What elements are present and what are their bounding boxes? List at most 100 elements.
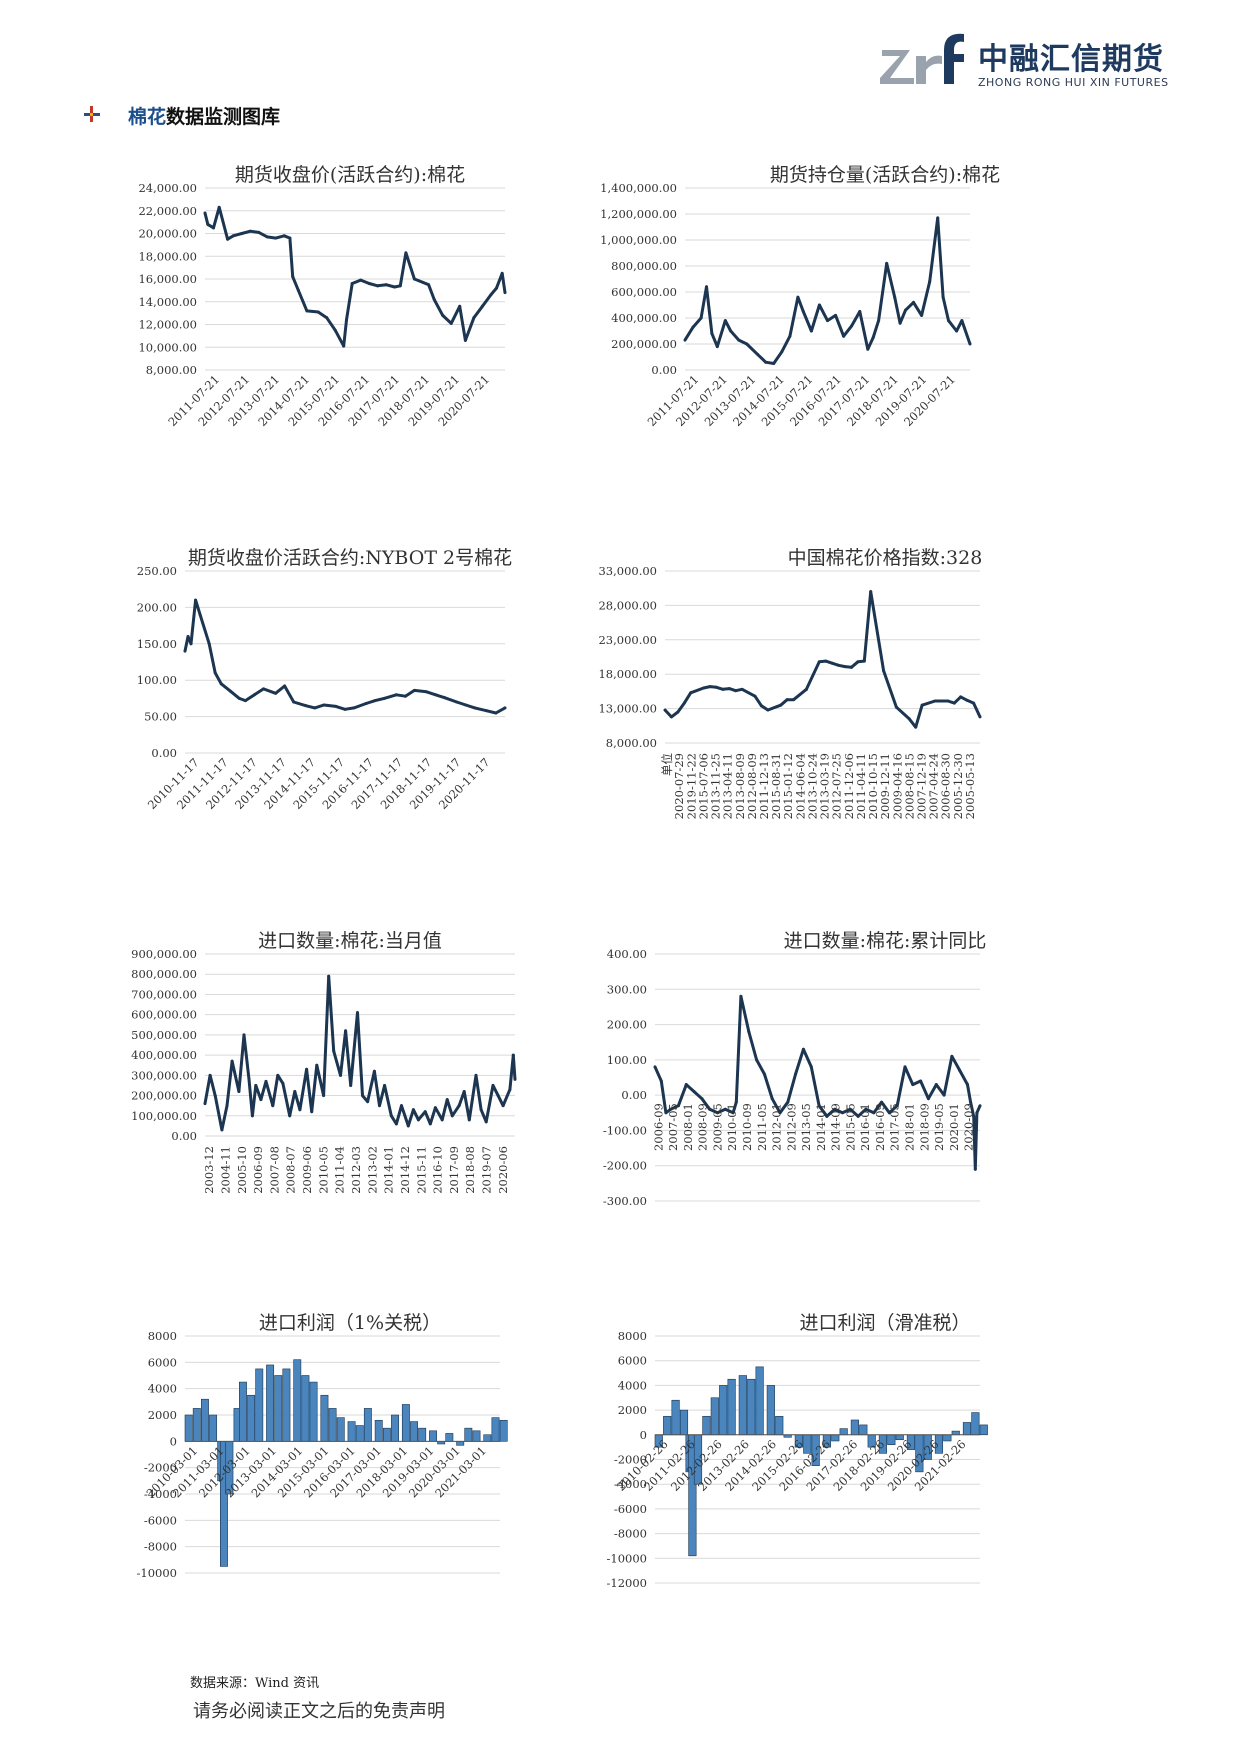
chart-title: 期货收盘价(活跃合约):棉花 xyxy=(234,164,466,186)
x-tick-label: 2011-12-13 xyxy=(757,753,771,819)
data-point xyxy=(952,701,956,705)
data-point xyxy=(305,309,309,313)
data-point xyxy=(856,660,860,664)
data-point xyxy=(485,709,489,713)
x-tick-label: 2013-10-24 xyxy=(805,753,819,819)
x-tick-label: 2017-09 xyxy=(447,1146,461,1194)
data-point xyxy=(288,1114,292,1118)
x-tick-label: 2005-12-30 xyxy=(951,753,965,819)
section-bullet-icon xyxy=(84,106,100,122)
x-tick-label: 2008-09 xyxy=(696,1103,710,1151)
data-point xyxy=(440,1118,444,1122)
data-point xyxy=(837,663,841,667)
x-tick-label: 单位 xyxy=(660,753,674,776)
y-tick-label: 2000 xyxy=(148,1408,177,1422)
series-line xyxy=(663,590,982,729)
y-tick-label: 300.00 xyxy=(607,982,647,996)
data-point xyxy=(237,1090,241,1094)
data-point xyxy=(450,1114,454,1118)
bar xyxy=(766,1385,775,1436)
y-tick-label: 10,000.00 xyxy=(138,340,197,354)
x-tick-label: 2003-12 xyxy=(202,1146,216,1194)
data-point xyxy=(866,347,870,351)
data-point xyxy=(920,313,924,317)
y-tick-label: 13,000.00 xyxy=(598,702,657,716)
data-point xyxy=(231,234,235,238)
data-point xyxy=(919,1079,923,1083)
chart-import-profit-sliding: 进口利润（滑准税） 8000 6000 4000 2000 0 -2000 -4000 -60… xyxy=(605,1308,1165,1678)
logo-mark-icon xyxy=(880,33,964,84)
data-point xyxy=(664,1111,668,1115)
data-point xyxy=(740,687,744,691)
x-tick-label: 2016-10 xyxy=(431,1146,445,1194)
data-point xyxy=(333,328,337,332)
data-point xyxy=(968,342,972,346)
y-tick-label: 14,000.00 xyxy=(138,295,197,309)
data-point xyxy=(384,283,388,287)
x-tick-label: 2004-11 xyxy=(218,1146,232,1194)
y-tick-label: 400,000.00 xyxy=(131,1048,197,1062)
y-tick-label: -8000 xyxy=(144,1540,177,1554)
x-tick-label: 2014-01 xyxy=(814,1103,828,1151)
x-tick-label: 2011-05 xyxy=(755,1103,769,1151)
data-point xyxy=(702,686,706,690)
data-point xyxy=(428,1122,432,1126)
data-point xyxy=(794,1072,798,1076)
y-tick-label: 0 xyxy=(170,1434,177,1448)
data-point xyxy=(825,1114,829,1118)
data-point xyxy=(293,1090,297,1094)
x-tick-label: 2012-03 xyxy=(349,1146,363,1194)
chart-canvas: 250.00200.00150.00100.0050.000.002010-11… xyxy=(137,564,507,812)
chart-title: 中国棉花价格指数:328 xyxy=(787,547,983,569)
data-point xyxy=(283,684,287,688)
bar xyxy=(209,1414,218,1442)
data-point xyxy=(973,1167,977,1171)
bar xyxy=(472,1430,481,1442)
x-tick-label: 2007-04-24 xyxy=(927,753,941,819)
y-tick-label: -12000 xyxy=(607,1576,647,1590)
data-point xyxy=(292,700,296,704)
data-point xyxy=(817,660,821,664)
data-point xyxy=(824,659,828,663)
data-point xyxy=(207,642,211,646)
data-point xyxy=(404,251,408,255)
bar xyxy=(859,1424,868,1436)
x-tick-label: 2007-05 xyxy=(666,1103,680,1151)
y-tick-label: 2000 xyxy=(618,1403,647,1417)
data-point xyxy=(359,278,363,282)
chart-canvas: 1,400,000.00 1,200,000.00 1,000,000.00 800,… xyxy=(600,181,972,429)
data-point xyxy=(676,710,680,714)
y-tick-label: 18,000.00 xyxy=(598,667,657,681)
data-point xyxy=(281,1081,285,1085)
bar xyxy=(247,1394,256,1442)
y-tick-label: 250.00 xyxy=(137,564,177,578)
bar xyxy=(355,1425,364,1442)
data-point xyxy=(950,1054,954,1058)
data-point xyxy=(203,211,207,215)
x-tick-label: 2013-08-09 xyxy=(733,753,747,819)
data-point xyxy=(882,669,886,673)
bar xyxy=(274,1375,283,1442)
series-line xyxy=(203,974,517,1132)
series-line xyxy=(653,994,982,1171)
y-tick-label: 8,000.00 xyxy=(606,736,657,750)
x-tick-label: 2008-08-15 xyxy=(902,753,916,819)
data-point xyxy=(298,1108,302,1112)
data-point xyxy=(264,1079,268,1083)
data-point xyxy=(313,706,317,710)
data-point xyxy=(877,319,881,323)
data-point xyxy=(345,318,349,322)
disclaimer-link[interactable]: 请务必阅读正文之后的免责声明 xyxy=(193,1701,445,1722)
bar xyxy=(491,1417,500,1442)
chart-title: 进口利润（滑准税） xyxy=(799,1312,971,1334)
data-point xyxy=(848,1107,852,1111)
data-point xyxy=(394,693,398,697)
data-point xyxy=(885,261,889,265)
data-point xyxy=(484,1120,488,1124)
x-tick-label: 2010-01 xyxy=(725,1103,739,1151)
bar xyxy=(328,1408,337,1442)
data-point xyxy=(189,642,193,646)
bar xyxy=(839,1428,848,1436)
x-tick-label: 2014-12 xyxy=(398,1146,412,1194)
y-tick-label: 4000 xyxy=(148,1382,177,1396)
